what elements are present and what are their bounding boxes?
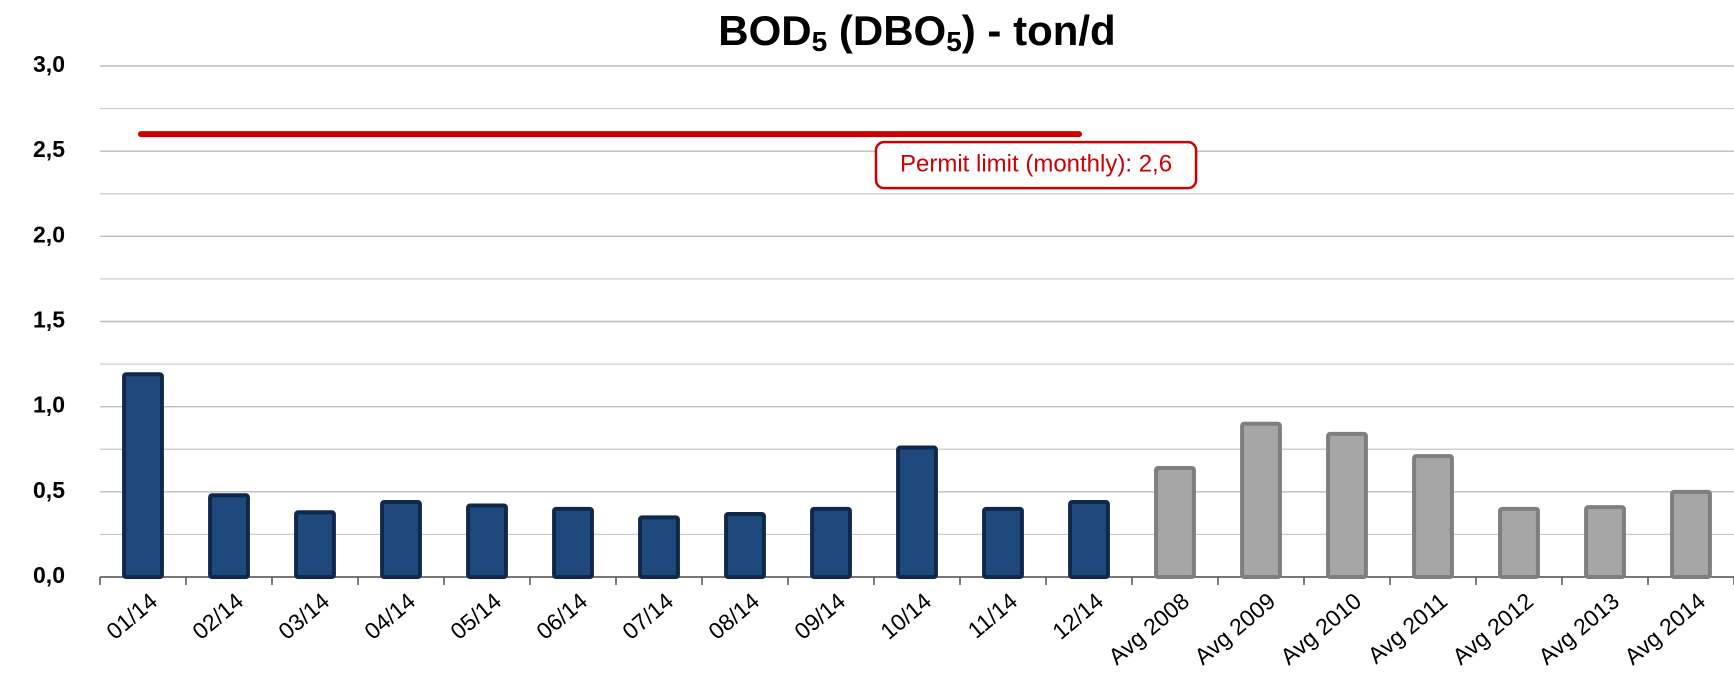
bar	[1068, 500, 1110, 580]
x-tick-label: 02/14	[187, 587, 248, 644]
annotation-box	[874, 140, 1198, 190]
x-tick-label: 09/14	[789, 587, 850, 644]
bar	[1154, 465, 1196, 579]
y-tick-label: 2,5	[33, 136, 65, 162]
x-tick-label: Avg 2010	[1275, 588, 1366, 670]
x-tick-label: Avg 2012	[1447, 588, 1538, 670]
bar	[638, 515, 680, 580]
x-tick-label: Avg 2011	[1363, 588, 1453, 669]
bar	[552, 506, 594, 579]
x-tick-label: 03/14	[273, 587, 334, 644]
x-tick-label: 12/14	[1047, 587, 1108, 644]
x-tick-label: 01/14	[101, 587, 162, 644]
bar	[1240, 421, 1282, 580]
bar	[1326, 431, 1368, 580]
title-subscript: 5	[946, 26, 962, 57]
x-tick-label: 04/14	[359, 587, 420, 644]
x-tick-label: 07/14	[617, 587, 678, 644]
bar	[1498, 506, 1540, 579]
chart-title: BOD5 (DBO5) - ton/d	[718, 7, 1115, 57]
title-subscript: 5	[812, 26, 828, 57]
title-part: ) - ton/d	[962, 7, 1116, 54]
bar	[1584, 505, 1626, 579]
title-part: BOD	[718, 7, 811, 54]
x-tick-label: Avg 2008	[1103, 588, 1194, 670]
bar	[896, 445, 938, 579]
bar	[810, 506, 852, 579]
bar	[1412, 454, 1454, 579]
y-tick-label: 1,5	[33, 307, 65, 333]
y-tick-label: 3,0	[33, 51, 65, 77]
x-tick-label: Avg 2014	[1619, 587, 1710, 669]
y-tick-label: 0,0	[33, 562, 65, 588]
x-tick-label: 10/14	[875, 587, 936, 644]
bar	[982, 506, 1024, 579]
bar	[1670, 489, 1712, 580]
x-tick-label: 11/14	[963, 587, 1023, 643]
x-tick-label: 08/14	[703, 587, 764, 644]
bar	[724, 511, 766, 580]
title-part: (DBO	[827, 7, 946, 54]
bar	[294, 510, 336, 579]
x-tick-label: 05/14	[445, 587, 506, 644]
bar	[466, 503, 508, 579]
y-tick-label: 1,0	[33, 392, 65, 418]
annotation-label: Permit limit (monthly): 2,6	[900, 150, 1172, 177]
x-tick-label: 06/14	[531, 587, 592, 644]
y-tick-label: 2,0	[33, 221, 65, 247]
bar	[208, 493, 250, 579]
y-tick-label: 0,5	[33, 477, 65, 503]
x-tick-label: Avg 2013	[1533, 588, 1624, 670]
bar	[122, 372, 164, 580]
bar	[380, 500, 422, 580]
x-tick-label: Avg 2009	[1189, 588, 1280, 670]
